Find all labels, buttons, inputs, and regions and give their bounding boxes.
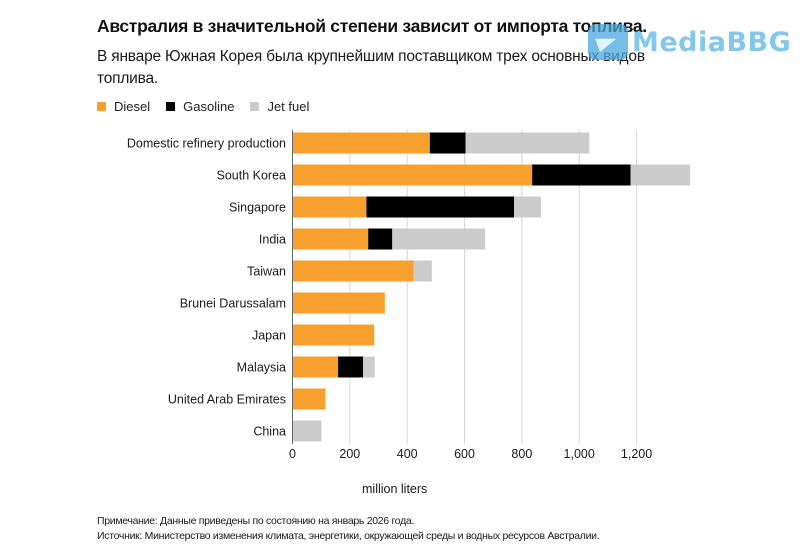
category-label: Taiwan <box>247 265 286 279</box>
x-axis-label: million liters <box>362 482 428 496</box>
bar-jet-fuel <box>392 228 486 250</box>
legend-swatch-jet-fuel <box>250 101 260 111</box>
footnote: Примечание: Данные приведены по состояни… <box>97 514 600 543</box>
bar-diesel <box>292 196 367 218</box>
x-tick-label: 0 <box>289 447 296 461</box>
bar-diesel <box>292 132 430 154</box>
legend-label-diesel: Diesel <box>114 98 151 114</box>
bar-gasoline <box>368 228 393 250</box>
bar-diesel <box>292 260 414 282</box>
bar-diesel <box>292 388 326 410</box>
bar-gasoline <box>366 196 515 218</box>
legend-label-gasoline: Gasoline <box>183 98 235 114</box>
legend-item-diesel: Diesel <box>97 99 150 114</box>
bar-diesel <box>292 292 385 314</box>
footnote-note: Примечание: Данные приведены по состояни… <box>97 515 415 527</box>
bar-diesel <box>292 164 533 186</box>
category-label: China <box>253 425 286 439</box>
bar-diesel <box>292 228 369 250</box>
category-label: Malaysia <box>237 361 286 375</box>
category-label: United Arab Emirates <box>168 393 286 407</box>
chart-subtitle: В январе Южная Корея была крупнейшим пос… <box>97 48 645 87</box>
x-tick-label: 600 <box>454 447 475 461</box>
bar-jet-fuel <box>630 164 691 186</box>
bar-jet-fuel <box>514 196 542 218</box>
category-label: Japan <box>252 329 286 343</box>
category-label: South Korea <box>217 169 287 183</box>
legend-swatch-gasoline <box>166 101 176 111</box>
bar-jet-fuel <box>292 420 322 442</box>
category-label: Brunei Darussalam <box>180 297 286 311</box>
bar-diesel <box>292 356 339 378</box>
legend-item-jet-fuel: Jet fuel <box>250 99 309 114</box>
chart-title: Австралия в значительной степени зависит… <box>97 16 647 36</box>
telegram-icon <box>588 24 628 60</box>
x-tick-label: 200 <box>339 447 360 461</box>
legend-label-jet-fuel: Jet fuel <box>267 98 310 114</box>
bar-gasoline <box>532 164 631 186</box>
legend: Diesel Gasoline Jet fuel <box>97 98 325 114</box>
legend-swatch-diesel <box>97 101 106 111</box>
x-tick-label: 1,200 <box>621 447 652 461</box>
watermark-text: MediaBBG <box>632 26 792 58</box>
footnote-source: Источник: Министерство изменения климата… <box>97 529 600 542</box>
category-label: India <box>259 233 286 247</box>
bar-gasoline <box>429 132 466 154</box>
x-tick-label: 800 <box>511 447 532 461</box>
category-label: Singapore <box>229 201 286 215</box>
x-tick-label: 1,000 <box>564 447 595 461</box>
bar-jet-fuel <box>363 356 375 378</box>
bar-gasoline <box>338 356 364 378</box>
category-label: Domestic refinery production <box>127 137 286 151</box>
legend-item-gasoline: Gasoline <box>166 99 234 114</box>
bar-jet-fuel <box>465 132 590 154</box>
watermark: MediaBBG <box>588 24 791 60</box>
bar-jet-fuel <box>413 260 432 282</box>
x-tick-label: 400 <box>397 447 418 461</box>
bar-diesel <box>292 324 375 346</box>
